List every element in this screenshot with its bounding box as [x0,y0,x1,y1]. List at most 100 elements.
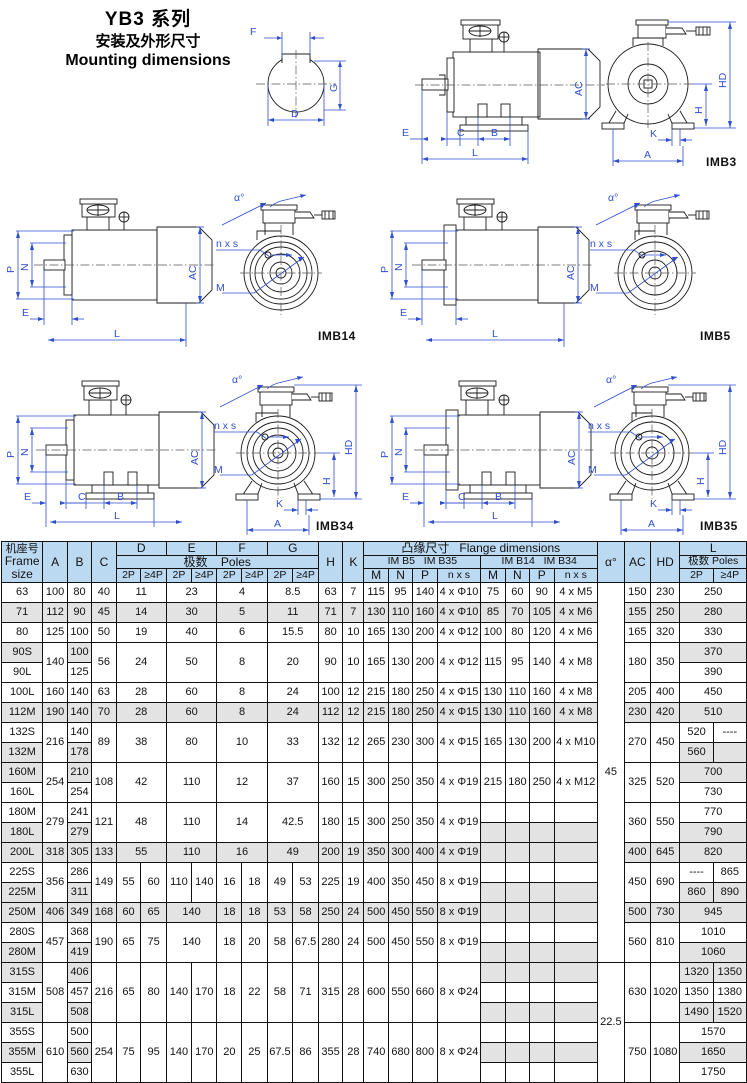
cell-B: 349 [66,901,93,923]
dim-label-A: A [274,518,281,530]
cell-b5-P: 300 [412,721,438,763]
cell-b14-M [480,821,506,843]
cell-b14-N [504,901,531,923]
cell-b5-N: 180 [387,681,414,703]
cell-b5-nxs: 8 x Φ19 [436,921,482,963]
dim-label-D: D [291,108,299,120]
dim-label-alpha: α° [608,192,618,204]
dim-label-N: N [393,263,405,271]
cell-b5-M: 300 [363,801,389,843]
cell-L: 390 [679,661,747,683]
cell-b5-nxs: 8 x Φ24 [436,961,482,1023]
cell-HD: 730 [649,901,681,923]
cell-G: 37 [266,761,319,803]
cell-b14-P [529,801,555,823]
cell-C: 216 [91,961,117,1023]
th-L-poles-en: Poles [712,555,739,568]
th-poles: 极数 Poles [115,554,319,570]
cell-b5-M: 500 [363,901,389,923]
cell-A: 610 [42,1021,68,1083]
cell-G-2p: 53 [266,901,294,923]
cell-C: 190 [91,921,117,963]
table-row: 90S 140 100 56 24 50 8 20 90 10 165 130 200 4 x Φ12 11… [0,641,747,683]
cell-B: 140 [66,681,93,703]
cell-b5-nxs: 4 x Φ10 [436,581,482,603]
cell-L-4p: 890 [712,881,747,903]
cell-L: 790 [679,821,747,843]
cell-b14-nxs [553,981,599,1003]
cell-B: 90 [66,601,93,623]
cell-b5-nxs: 4 x Φ15 [436,721,482,763]
th-D: D [115,541,167,556]
cell-E: 50 [165,641,218,683]
cell-D: 28 [115,701,167,723]
table-row: 280M 419 1060 [0,941,747,963]
cell-b14-P [529,921,555,943]
cell-b5-P: 550 [412,901,438,923]
cell-C: 45 [91,601,117,623]
cell-K: 10 [342,641,365,683]
cell-G-4p: 53 [292,861,319,903]
th-imb34: IM B34 [543,555,577,568]
imb35-label: IMB35 [700,519,738,533]
cell-D: 55 [115,841,167,863]
cell-b14-N: 60 [504,581,531,603]
cell-D: 48 [115,801,167,843]
cell-b5-nxs: 4 x Φ15 [436,701,482,723]
cell-b14-nxs: 4 x M8 [553,641,599,683]
cell-HD: 1020 [649,961,681,1023]
cell-H: 225 [317,861,344,903]
dim-label-M: M [590,282,599,294]
cell-HD: 420 [649,701,681,723]
cell-C: 89 [91,721,117,763]
cell-L: 1060 [679,941,747,963]
cell-b5-M: 350 [363,841,389,863]
cell-G-4p: 58 [292,901,319,923]
cell-b5-P: 200 [412,621,438,643]
th-C: C [91,541,117,583]
cell-b5-nxs: 4 x Φ15 [436,681,482,703]
th-L: L [679,541,747,556]
th-flange-cn: 凸缘尺寸 [401,541,450,555]
cell-b14-P: 160 [529,701,555,723]
cell-D: 11 [115,581,167,603]
cell-b14-M: 165 [480,721,506,763]
cell-b14-nxs [553,941,599,963]
dim-label-L: L [114,510,120,522]
th-alpha: α° [597,541,625,583]
th-L-4p: ≥4P [712,568,747,583]
dim-label-AC: AC [189,450,201,465]
cell-D-2p: 55 [115,861,142,903]
cell-D: 24 [115,641,167,683]
cell-b14-nxs: 4 x M10 [553,721,599,763]
table-head: 机座号 Frame size A B C D E F G H K 凸缘尺寸 Fl… [0,541,747,583]
cell-HD: 450 [649,721,681,763]
cell-G: 11 [266,601,319,623]
cell-b5-M: 300 [363,761,389,803]
cell-b5-P: 250 [412,681,438,703]
cell-b5-N: 250 [387,801,414,843]
cell-frame-size: 160M [0,761,44,783]
cell-frame-size: 355M [0,1041,44,1063]
table-body: 63 100 80 40 11 23 4 8.5 63 7 115 95 140 4 x Φ10 75 60 9… [0,581,747,1083]
dim-label-P: P [379,266,391,273]
dim-label-C: C [78,491,86,503]
dim-label-H: H [693,106,705,114]
cell-F-2p: 18 [216,921,243,963]
cell-HD: 690 [649,861,681,903]
cell-B: 100 [66,621,93,643]
th-H: H [317,541,344,583]
cell-b14-N: 95 [504,641,531,683]
cell-b5-nxs: 8 x Φ19 [436,861,482,903]
cell-b5-P: 350 [412,761,438,803]
cell-b14-P [529,1041,555,1063]
cell-AC: 205 [623,681,651,703]
cell-H: 250 [317,901,344,923]
cell-C: 168 [91,901,117,923]
cell-b14-nxs [553,901,599,923]
cell-G: 8.5 [266,581,319,603]
cell-b14-nxs [553,1001,599,1023]
cell-F: 5 [216,601,268,623]
cell-B: 419 [66,941,93,963]
cell-F-4p: 18 [241,861,268,903]
